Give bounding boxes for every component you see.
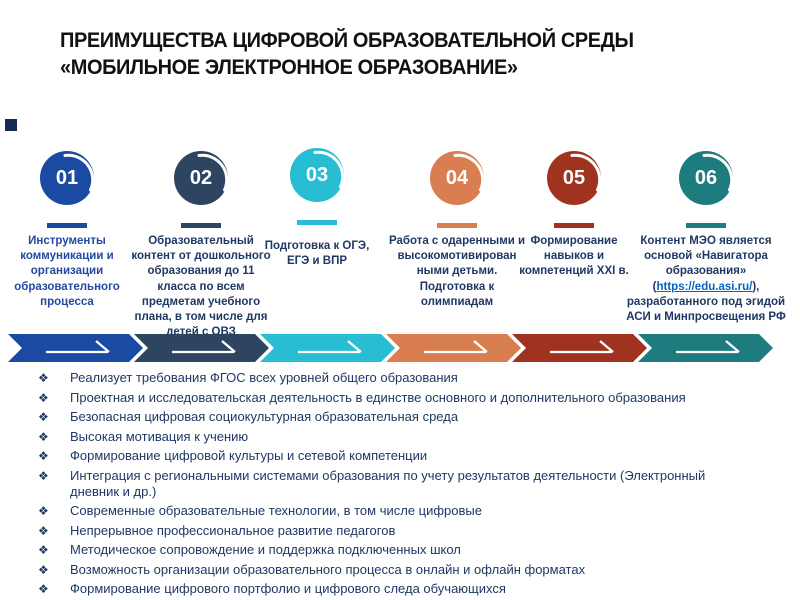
step-caption-3: Подготовка к ОГЭ, ЕГЭ и ВПР [264, 240, 370, 268]
chevron-segment-1 [8, 334, 143, 362]
diamond-bullet-icon: ❖ [38, 543, 49, 557]
caption-text-post: ), разработанного под эгидой АСИ и Минпр… [626, 280, 786, 323]
step-column-6: 06 Контент МЭО является основой «Навигат… [620, 151, 792, 325]
edu-asi-link[interactable]: https://edu.asi.ru/ [656, 280, 753, 293]
diamond-bullet-icon: ❖ [38, 410, 49, 424]
list-item: ❖ Формирование цифровой культуры и сетево… [30, 448, 736, 464]
decorative-square [5, 119, 17, 131]
step-column-1: 01 Инструменты коммуникации и организаци… [4, 151, 130, 310]
list-item: ❖ Высокая мотивация к учению [30, 429, 736, 445]
diamond-bullet-icon: ❖ [38, 390, 49, 405]
step-circle-4: 04 [430, 151, 485, 205]
white-arrow-icon [676, 340, 740, 354]
white-arrow-icon [172, 340, 236, 354]
white-arrow-icon [46, 340, 110, 354]
page-title: ПРЕИМУЩЕСТВА ЦИФРОВОЙ ОБРАЗОВАТЕЛЬНОЙ СР… [60, 28, 740, 82]
diamond-bullet-icon: ❖ [38, 582, 49, 596]
step-circle-3: 03 [290, 148, 345, 202]
step-column-4: 04 Работа с одаренными и высокомотивиров… [383, 151, 531, 310]
list-item: ❖ Формирование цифрового портфолио и цифр… [30, 581, 736, 597]
chevron-segment-3 [260, 334, 395, 362]
step-column-3: 03 Подготовка к ОГЭ, ЕГЭ и ВПР [258, 148, 376, 269]
step-number: 05 [562, 166, 586, 189]
step-caption-2: Образовательный контент от дошкольного о… [131, 235, 271, 339]
diamond-bullet-icon: ❖ [38, 504, 49, 518]
chevron-segment-6 [638, 334, 773, 362]
diamond-bullet-icon: ❖ [38, 429, 49, 444]
chevron-process-band [8, 334, 773, 362]
step-rule [437, 223, 477, 228]
step-circle-6: 06 [679, 151, 734, 205]
list-item: ❖ Современные образовательные технологии,… [30, 503, 736, 519]
step-number: 03 [305, 163, 329, 186]
title-line-2: «МОБИЛЬНОЕ ЭЛЕКТРОННОЕ ОБРАЗОВАНИЕ» [60, 55, 518, 79]
title-line-1: ПРЕИМУЩЕСТВА ЦИФРОВОЙ ОБРАЗОВАТЕЛЬНОЙ СР… [60, 29, 634, 52]
diamond-bullet-icon: ❖ [38, 562, 49, 577]
step-circle-5: 05 [547, 151, 602, 205]
step-circle-2: 02 [174, 151, 229, 205]
step-rule [297, 220, 337, 225]
list-item: ❖ Непрерывное профессиональное развитие п… [30, 523, 736, 539]
step-rule [554, 223, 594, 228]
white-arrow-icon [424, 340, 488, 354]
diamond-bullet-icon: ❖ [38, 449, 49, 463]
step-column-5: 05 Формирование навыков и компетенций XX… [510, 151, 638, 280]
list-item: ❖ Интеграция с региональными системами об… [30, 468, 736, 500]
benefits-list: ❖ Реализует требования ФГОС всех уровней … [30, 370, 736, 600]
step-rule [47, 223, 87, 228]
step-number: 02 [189, 166, 213, 189]
list-item: ❖ Проектная и исследовательская деятельно… [30, 390, 736, 406]
caption-text-pre: Контент МЭО является основой «Навигатора… [640, 235, 772, 293]
diamond-bullet-icon: ❖ [38, 523, 49, 538]
step-number: 06 [694, 166, 718, 189]
step-column-2: 02 Образовательный контент от дошкольног… [128, 151, 274, 340]
white-arrow-icon [550, 340, 614, 354]
white-arrow-icon [298, 340, 362, 354]
step-caption-5: Формирование навыков и компетенций XXI в… [519, 235, 629, 278]
list-item: ❖ Безопасная цифровая социокультурная обр… [30, 409, 736, 425]
list-item: ❖ Реализует требования ФГОС всех уровней … [30, 370, 736, 386]
diamond-bullet-icon: ❖ [38, 371, 49, 385]
step-caption-6: Контент МЭО является основой «Навигатора… [620, 234, 792, 325]
chevron-segment-2 [134, 334, 269, 362]
chevron-segment-4 [386, 334, 521, 362]
list-item: ❖ Методическое сопровождение и поддержка … [30, 542, 736, 558]
diamond-bullet-icon: ❖ [38, 468, 49, 483]
step-caption-4: Работа с одаренными и высокомотивирован … [388, 235, 526, 308]
step-number: 04 [445, 166, 469, 189]
step-caption-1: Инструменты коммуникации и организации о… [14, 235, 120, 308]
list-item: ❖ Возможность организации образовательног… [30, 562, 736, 578]
step-number: 01 [55, 166, 79, 189]
step-rule [686, 223, 726, 228]
step-circle-1: 01 [40, 151, 95, 205]
step-rule [181, 223, 221, 228]
chevron-segment-5 [512, 334, 647, 362]
